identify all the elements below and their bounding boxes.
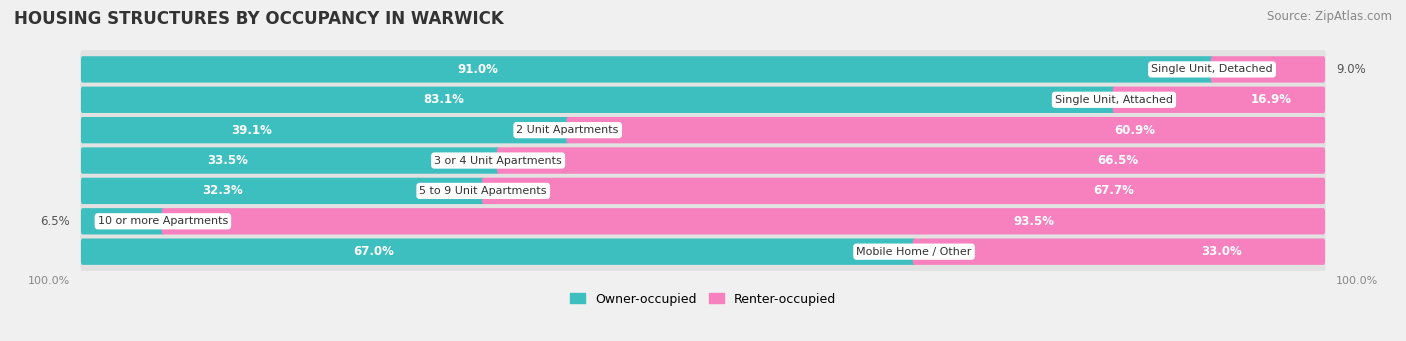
- Text: Source: ZipAtlas.com: Source: ZipAtlas.com: [1267, 10, 1392, 23]
- FancyBboxPatch shape: [162, 208, 1324, 235]
- Text: 66.5%: 66.5%: [1097, 154, 1137, 167]
- Text: 3 or 4 Unit Apartments: 3 or 4 Unit Apartments: [434, 155, 562, 165]
- Text: Mobile Home / Other: Mobile Home / Other: [856, 247, 972, 257]
- Text: 5 to 9 Unit Apartments: 5 to 9 Unit Apartments: [419, 186, 547, 196]
- Text: 10 or more Apartments: 10 or more Apartments: [98, 216, 228, 226]
- FancyBboxPatch shape: [82, 178, 485, 204]
- Text: 39.1%: 39.1%: [232, 124, 273, 137]
- Legend: Owner-occupied, Renter-occupied: Owner-occupied, Renter-occupied: [569, 293, 837, 306]
- Text: 91.0%: 91.0%: [457, 63, 498, 76]
- Text: 67.0%: 67.0%: [353, 245, 394, 258]
- Text: 100.0%: 100.0%: [1336, 276, 1378, 286]
- Text: Single Unit, Attached: Single Unit, Attached: [1054, 95, 1173, 105]
- Text: 32.3%: 32.3%: [202, 184, 243, 197]
- FancyBboxPatch shape: [82, 147, 499, 174]
- FancyBboxPatch shape: [1211, 56, 1324, 83]
- FancyBboxPatch shape: [567, 117, 1324, 143]
- Text: 100.0%: 100.0%: [28, 276, 70, 286]
- Text: HOUSING STRUCTURES BY OCCUPANCY IN WARWICK: HOUSING STRUCTURES BY OCCUPANCY IN WARWI…: [14, 10, 503, 28]
- FancyBboxPatch shape: [80, 141, 1326, 180]
- FancyBboxPatch shape: [80, 111, 1326, 149]
- FancyBboxPatch shape: [1112, 87, 1324, 113]
- FancyBboxPatch shape: [82, 238, 915, 265]
- Text: 16.9%: 16.9%: [1251, 93, 1292, 106]
- Text: 67.7%: 67.7%: [1094, 184, 1135, 197]
- FancyBboxPatch shape: [80, 172, 1326, 210]
- FancyBboxPatch shape: [82, 56, 1213, 83]
- FancyBboxPatch shape: [482, 178, 1324, 204]
- FancyBboxPatch shape: [80, 202, 1326, 240]
- FancyBboxPatch shape: [912, 238, 1324, 265]
- FancyBboxPatch shape: [82, 117, 569, 143]
- FancyBboxPatch shape: [80, 80, 1326, 119]
- Text: 60.9%: 60.9%: [1115, 124, 1156, 137]
- FancyBboxPatch shape: [496, 147, 1324, 174]
- Text: 6.5%: 6.5%: [39, 215, 70, 228]
- Text: 83.1%: 83.1%: [423, 93, 464, 106]
- Text: 33.5%: 33.5%: [207, 154, 249, 167]
- FancyBboxPatch shape: [80, 50, 1326, 89]
- Text: 33.0%: 33.0%: [1201, 245, 1241, 258]
- FancyBboxPatch shape: [80, 233, 1326, 271]
- Text: 2 Unit Apartments: 2 Unit Apartments: [516, 125, 619, 135]
- Text: 93.5%: 93.5%: [1014, 215, 1054, 228]
- Text: Single Unit, Detached: Single Unit, Detached: [1152, 64, 1272, 74]
- FancyBboxPatch shape: [82, 208, 165, 235]
- Text: 9.0%: 9.0%: [1336, 63, 1367, 76]
- FancyBboxPatch shape: [82, 87, 1115, 113]
